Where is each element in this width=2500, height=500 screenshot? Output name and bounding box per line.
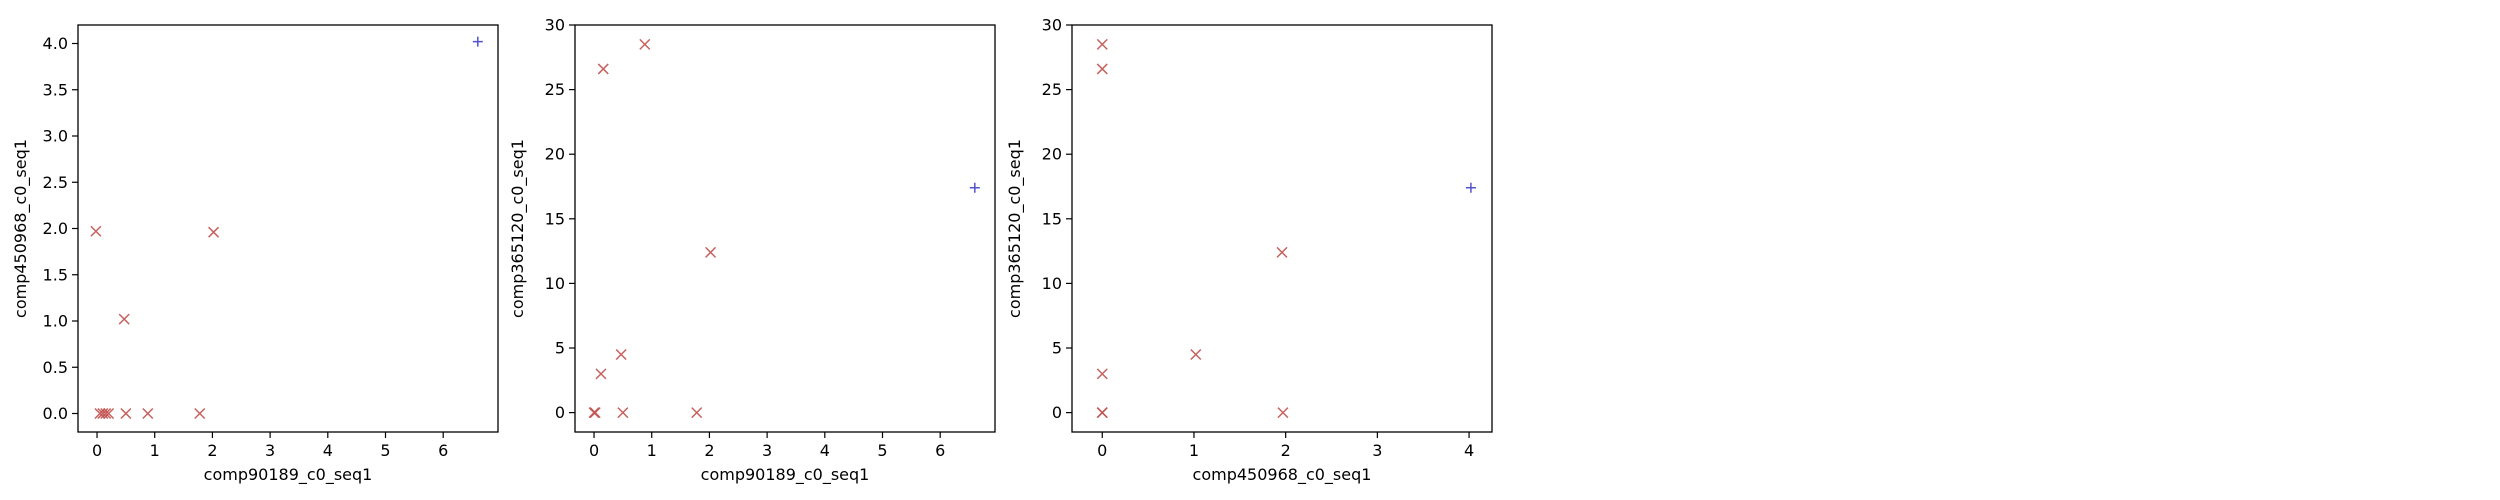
y-tick-label: 15 [1042,209,1062,228]
data-point-x-marker [90,225,102,237]
y-tick-label: 20 [1042,145,1062,164]
y-tick-label: 10 [1042,274,1062,293]
data-point-x-marker [208,226,220,238]
x-axis-label: comp90189_c0_seq1 [701,465,870,485]
x-tick-label: 0 [589,441,599,460]
x-tick-label: 3 [265,441,275,460]
x-tick-label: 3 [1372,441,1382,460]
x-tick-label: 4 [820,441,830,460]
data-point-x-marker [595,368,607,380]
x-tick-label: 4 [323,441,333,460]
x-tick-label: 5 [380,441,390,460]
data-point-x-marker [691,407,703,419]
x-tick-label: 1 [1189,441,1199,460]
data-point-plus-marker [472,36,483,47]
x-axis-label: comp90189_c0_seq1 [204,465,373,485]
x-tick-label: 2 [704,441,714,460]
data-point-x-marker [118,313,130,325]
y-tick-label: 0.5 [43,358,68,377]
x-tick-label: 3 [762,441,772,460]
scatter-panel-1: 0 1 2 3 4 5 6 0.0 0.5 1.0 1.5 2.0 2.5 3.0 3.5 4.0 comp90… [11,24,499,485]
y-tick-label: 30 [545,16,565,35]
y-axis-label: comp365120_c0_seq1 [508,139,528,318]
y-tick-label: 25 [545,80,565,99]
x-tick-label: 6 [438,441,448,460]
x-tick-label: 4 [1464,441,1474,460]
y-tick-label: 2.5 [43,173,68,192]
x-tick-label: 0 [92,441,102,460]
data-point-x-marker [100,407,112,420]
y-tick-label: 1.5 [43,265,68,284]
x-axis-label: comp450968_c0_seq1 [1193,465,1372,485]
y-tick-label: 30 [1042,16,1062,35]
x-tick-label: 0 [1097,441,1107,460]
data-point-x-marker [103,407,115,420]
data-point-x-marker [639,38,651,50]
x-tick-label: 5 [877,441,887,460]
data-point-x-marker [597,63,609,75]
y-tick-label: 5 [1052,339,1062,358]
y-tick-label: 4.0 [43,34,68,53]
x-tick-label: 1 [647,441,657,460]
y-tick-label: 3.0 [43,127,68,146]
y-tick-label: 0 [555,403,565,422]
data-point-x-marker [1276,246,1288,258]
x-tick-label: 2 [207,441,217,460]
plot-area-frame [1071,24,1493,433]
y-tick-label: 20 [545,145,565,164]
x-tick-label: 2 [1281,441,1291,460]
y-tick-label: 25 [1042,80,1062,99]
y-tick-label: 10 [545,274,565,293]
data-point-x-marker [617,407,629,419]
data-point-x-marker [1190,348,1202,361]
data-point-x-marker [589,407,601,419]
y-tick-label: 3.5 [43,80,68,99]
data-point-plus-marker [1465,182,1476,193]
x-tick-label: 1 [150,441,160,460]
data-point-x-marker [1096,63,1108,75]
y-tick-label: 5 [555,339,565,358]
data-point-x-marker [1277,407,1289,419]
y-tick-label: 15 [545,209,565,228]
y-tick-label: 0 [1052,403,1062,422]
data-point-x-marker [705,246,717,258]
data-point-x-marker [1096,407,1108,419]
y-tick-label: 1.0 [43,312,68,331]
data-point-plus-marker [969,182,980,193]
plot-area-frame [574,24,996,433]
data-point-x-marker [120,407,132,420]
y-axis-label: comp365120_c0_seq1 [1005,139,1025,318]
data-point-x-marker [194,407,206,420]
data-point-x-marker [1096,368,1108,380]
data-point-x-marker [142,407,154,420]
scatter-panel-3: 0 1 2 3 4 0 5 10 15 20 25 30 comp450968_c0_seq1 comp3… [1005,16,1493,485]
y-tick-label: 2.0 [43,219,68,238]
y-axis-label: comp450968_c0_seq1 [11,139,31,318]
scatter-panel-2: 0 1 2 3 4 5 6 0 5 10 15 20 25 30 comp90189_c0_seq1 comp… [508,16,996,485]
data-point-x-marker [1096,38,1108,50]
y-tick-label: 0.0 [43,404,68,423]
data-point-x-marker [588,407,600,419]
data-point-x-marker [615,348,627,361]
x-tick-label: 6 [935,441,945,460]
